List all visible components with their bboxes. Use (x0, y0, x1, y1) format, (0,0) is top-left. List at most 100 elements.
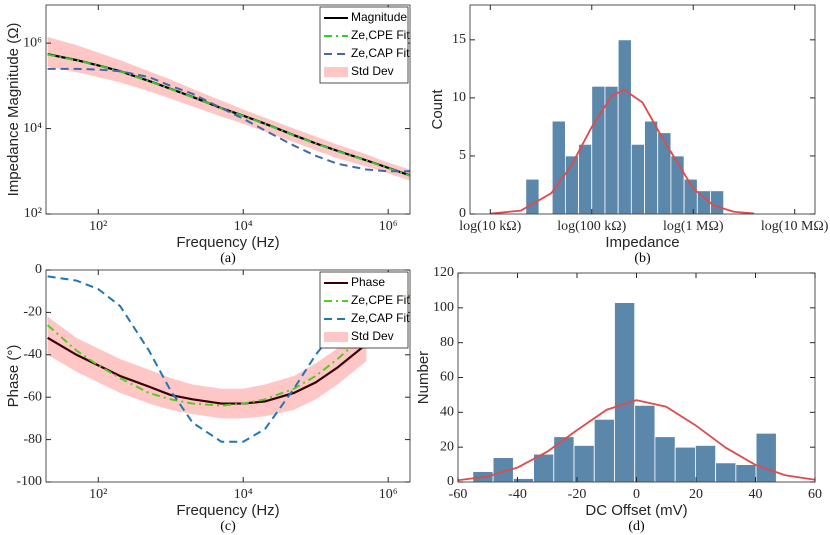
y-tick-label: 40 (440, 405, 454, 420)
x-tick-label: 10⁶ (379, 219, 398, 234)
legend-label: Std Dev (351, 329, 394, 343)
y-tick-label: -60 (23, 389, 42, 404)
legend-label: Ze,CAP Fit (351, 311, 410, 325)
x-tick-label: 10² (89, 487, 107, 502)
bar (674, 446, 696, 482)
x-tick-label: log(10 MΩ) (761, 219, 829, 234)
bar (492, 457, 514, 482)
x-tick-label: 10⁴ (234, 487, 253, 502)
series-line (47, 53, 410, 177)
x-axis-label: Impedance (605, 234, 679, 251)
bar (715, 462, 737, 482)
x-tick-label: 0 (633, 487, 640, 502)
legend-label: Phase (351, 275, 385, 289)
bar (578, 143, 593, 214)
bar (573, 445, 595, 482)
x-tick-label: 10⁶ (379, 487, 398, 502)
y-tick-label: 80 (440, 335, 454, 350)
y-axis-label: Number (415, 351, 432, 404)
bar (657, 132, 672, 214)
bar (695, 445, 717, 482)
legend-label: Ze,CAP Fit (351, 46, 410, 60)
x-tick-label: 10² (89, 219, 107, 234)
legend-label: Ze,CPE Fit (351, 28, 410, 42)
panel-caption: (c) (220, 519, 236, 534)
fit-curve (458, 399, 815, 482)
y-tick-label: 120 (433, 265, 454, 280)
bar (591, 85, 606, 214)
panel-caption: (b) (634, 251, 651, 266)
panel-caption: (a) (220, 251, 236, 266)
bar (617, 39, 632, 214)
x-axis-label: DC Offset (mV) (585, 502, 687, 519)
x-tick-label: 60 (808, 487, 822, 502)
series-line (47, 275, 367, 443)
y-axis-label: Count (429, 89, 446, 130)
legend: Magnitude Ze,CPE Fit Ze,CAP Fit Std Dev (319, 6, 410, 84)
bar (735, 464, 757, 482)
y-tick-label: -100 (16, 474, 42, 489)
y-tick-label: 15 (452, 32, 466, 47)
axes-box (469, 4, 816, 215)
y-tick-label: 0 (459, 206, 466, 221)
panel: -60 -40 -20 0 20 40 60 0 20 40 60 80 100 120 DC Offset… (415, 265, 822, 534)
bar (630, 143, 645, 214)
legend-swatch (324, 332, 348, 342)
axes-box (45, 4, 411, 215)
std-band (47, 316, 367, 419)
panel-caption: (d) (628, 519, 645, 534)
legend-swatch (324, 67, 348, 77)
plot-area (47, 36, 410, 181)
legend: Phase Ze,CPE Fit Ze,CAP Fit Std Dev (319, 271, 410, 349)
y-tick-label: 100 (433, 300, 454, 315)
x-tick-label: 10⁴ (234, 219, 253, 234)
x-tick-label: -40 (508, 487, 527, 502)
x-tick-label: 40 (749, 487, 763, 502)
bar (512, 478, 534, 482)
x-tick-label: -60 (449, 487, 468, 502)
x-axis-label: Frequency (Hz) (176, 502, 279, 519)
bar (604, 85, 619, 214)
y-tick-label: 10² (24, 206, 42, 221)
bar (654, 436, 676, 482)
y-tick-label: -20 (23, 305, 42, 320)
x-tick-label: 20 (689, 487, 703, 502)
bar (710, 190, 725, 214)
y-tick-label: 60 (440, 370, 454, 385)
x-tick-label: log(1 MΩ) (663, 219, 724, 234)
fit-curve (490, 88, 755, 214)
bar (553, 436, 575, 482)
bar (614, 302, 636, 482)
y-tick-label: 0 (35, 262, 42, 277)
bar (755, 432, 777, 482)
legend-label: Std Dev (351, 64, 394, 78)
plot-area (490, 39, 755, 214)
y-tick-label: -40 (23, 347, 42, 362)
y-tick-label: 0 (447, 474, 454, 489)
bar (670, 155, 685, 214)
legend-label: Magnitude (351, 10, 407, 24)
bar (551, 120, 566, 214)
y-axis-label: Phase (°) (5, 345, 22, 408)
x-axis-label: Frequency (Hz) (176, 234, 279, 251)
x-tick-label: log(10 kΩ) (459, 219, 521, 234)
panel: 10² 10⁴ 10⁶ 10² 10⁴ 10⁶ Frequency (Hz) Impedanc… (5, 4, 411, 266)
bar (525, 178, 540, 214)
y-tick-label: 20 (440, 439, 454, 454)
x-tick-label: -20 (568, 487, 587, 502)
y-tick-label: 5 (459, 148, 466, 163)
y-tick-label: 10 (452, 90, 466, 105)
panel: log(10 kΩ) log(100 kΩ) log(1 MΩ) log(10 MΩ)… (429, 4, 829, 266)
plot-area (458, 302, 815, 482)
y-tick-label: 10⁴ (23, 121, 42, 136)
bar (634, 404, 656, 482)
legend-label: Ze,CPE Fit (351, 293, 410, 307)
y-tick-label: 10⁶ (23, 35, 42, 50)
panel: 10² 10⁴ 10⁶ -100 -80 -60 -40 -20 0 Frequency (Hz)… (5, 262, 411, 534)
y-axis-label: Impedance Magnitude (Ω) (5, 23, 22, 197)
axes-box (45, 269, 411, 483)
bar (644, 120, 659, 214)
series-line (47, 336, 368, 405)
x-tick-label: log(100 kΩ) (557, 219, 626, 234)
